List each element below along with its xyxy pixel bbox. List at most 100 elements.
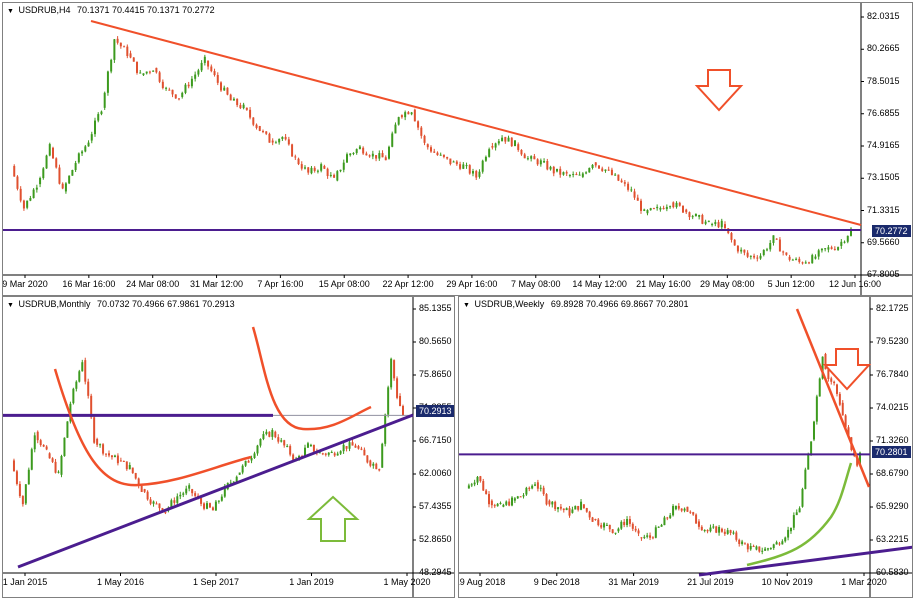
candle-body [733, 239, 736, 246]
h4-chart-panel[interactable]: ▼ USDRUB,H4 70.1371 70.4415 70.1371 70.2… [2, 2, 913, 296]
candle-body [309, 444, 312, 447]
candle-body [413, 109, 416, 122]
candle-body [366, 455, 369, 463]
candle-body [669, 206, 672, 208]
candle-body [711, 224, 714, 226]
monthly-chart-panel[interactable]: ▼ USDRUB,Monthly 70.0732 70.4966 67.9861… [2, 296, 455, 598]
candle-body [36, 431, 39, 441]
candle-body [134, 473, 137, 479]
candle-body [620, 180, 623, 183]
candle-body [369, 460, 372, 466]
weekly-chart-panel[interactable]: ▼ USDRUB,Weekly 69.8928 70.4966 69.8667 … [458, 296, 913, 598]
candle-body [683, 508, 686, 511]
candle-body [781, 541, 784, 545]
candle-body [522, 495, 525, 497]
candle-body [775, 238, 778, 240]
candle-body [808, 262, 810, 264]
monthly-y-tick-label: 48.2945 [419, 567, 452, 577]
candle-body [677, 505, 680, 509]
candle-body [105, 453, 108, 455]
weekly-y-tick-label: 68.6790 [876, 468, 909, 478]
monthly-y-tick-label: 66.7150 [419, 435, 452, 445]
candle-body [378, 153, 381, 159]
monthly-up-arrow-icon [306, 495, 360, 542]
candle-body [372, 463, 375, 466]
candle-body [574, 505, 577, 510]
candle-body [749, 546, 752, 550]
candle-body [792, 515, 795, 528]
candle-body [129, 53, 132, 58]
candle-body [45, 155, 48, 169]
candle-body [155, 503, 158, 505]
monthly-spike-curve [251, 326, 372, 431]
monthly-chart-canvas[interactable] [3, 297, 455, 598]
candle-body [838, 393, 841, 405]
candle-body [682, 205, 684, 213]
candle-body [496, 503, 499, 507]
candle-body [119, 460, 122, 462]
candle-body [258, 126, 261, 131]
collapse-triangle-icon[interactable]: ▼ [7, 8, 14, 15]
candle-body [326, 168, 329, 177]
candle-body [546, 160, 549, 170]
h4-x-tick-label: 29 May 08:00 [700, 279, 755, 289]
h4-current-price-tag: 70.2772 [872, 225, 911, 237]
candle-body [588, 511, 591, 518]
candle-body [60, 456, 63, 475]
candle-body [357, 446, 360, 449]
candle-body [330, 452, 333, 454]
candle-body [310, 167, 313, 174]
candle-body [827, 369, 830, 380]
candle-body [26, 200, 29, 208]
candle-body [148, 71, 151, 73]
candle-body [815, 396, 818, 422]
candle-body [643, 209, 646, 211]
candle-body [628, 518, 631, 524]
candle-body [543, 160, 546, 163]
candle-body [297, 158, 300, 165]
candle-body [110, 455, 113, 458]
h4-x-tick-label: 7 Apr 16:00 [257, 279, 304, 289]
candle-body [493, 505, 496, 507]
candle-body [481, 160, 484, 172]
candle-body [128, 465, 131, 470]
candle-body [58, 167, 61, 184]
candle-body [835, 384, 838, 394]
h4-x-tick-label: 24 Mar 08:00 [126, 279, 180, 289]
candle-body [814, 256, 817, 259]
candle-body [27, 469, 30, 485]
candle-body [126, 46, 129, 57]
candle-body [617, 174, 620, 181]
candle-body [591, 164, 594, 168]
collapse-triangle-icon[interactable]: ▼ [463, 302, 470, 309]
candle-body [348, 442, 351, 449]
candle-body [607, 169, 610, 171]
candle-body [548, 500, 551, 505]
candle-body [720, 528, 723, 532]
candle-body [626, 518, 629, 526]
h4-x-tick-label: 21 May 16:00 [636, 279, 691, 289]
candle-body [539, 160, 542, 165]
candle-body [611, 529, 614, 533]
candle-body [355, 149, 358, 153]
candle-body [485, 490, 488, 495]
candle-body [125, 461, 128, 470]
candle-body [220, 82, 222, 91]
candle-body [533, 156, 536, 160]
candle-body [571, 509, 574, 513]
candle-body [307, 167, 310, 173]
candle-body [594, 518, 597, 520]
weekly-chart-canvas[interactable] [459, 297, 913, 598]
candle-body [139, 72, 142, 74]
candle-body [312, 444, 315, 452]
h4-chart-canvas[interactable] [3, 3, 913, 296]
candle-body [220, 496, 223, 501]
candle-body [840, 241, 843, 246]
weekly-y-tick-label: 82.1725 [876, 303, 909, 313]
candle-body [627, 183, 630, 190]
collapse-triangle-icon[interactable]: ▼ [7, 302, 14, 309]
weekly-y-tick-label: 65.9290 [876, 501, 909, 511]
candle-body [827, 247, 830, 250]
candle-body [581, 173, 584, 177]
candle-body [833, 381, 836, 384]
